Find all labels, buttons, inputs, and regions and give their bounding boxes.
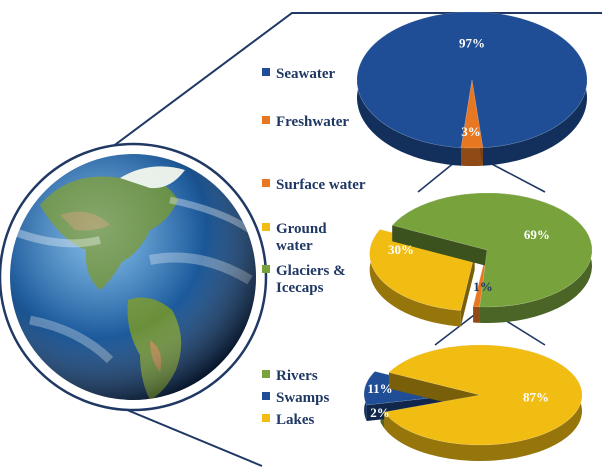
pie-label-ground-water: 30% <box>388 242 414 257</box>
pie-slice-wall-ground-water <box>460 253 475 327</box>
pie-slice-side-ground-water <box>369 229 461 327</box>
pie-slice-side-surface-water <box>473 306 480 323</box>
pie-label-freshwater: 3% <box>461 124 481 139</box>
connector-lines <box>107 12 602 467</box>
legend-swatch <box>262 179 270 187</box>
legend-lakes: Lakes <box>262 412 314 429</box>
pie-slice-side-freshwater <box>461 147 483 166</box>
pie-label-lakes: 87% <box>523 390 549 405</box>
pie-chart-3: 2% 11% 87% <box>363 344 583 461</box>
legend-swatch <box>262 392 270 400</box>
pie-chart-2: 1% 30% 69% <box>369 192 593 327</box>
pie-chart-1: 97% 3% <box>356 11 588 166</box>
pie-label-glaciers-icecaps: 69% <box>524 227 550 242</box>
pie-slice-freshwater <box>460 79 484 149</box>
pie-label-swamps: 11% <box>367 381 392 396</box>
earth-globe-icon <box>0 142 268 412</box>
pie-slice-lakes <box>383 344 583 446</box>
pie-slice-seawater <box>356 11 588 149</box>
legend-seawater: Seawater <box>262 66 335 83</box>
legend-swatch <box>262 116 270 124</box>
legend-swatch <box>262 265 270 273</box>
legend-swamps: Swamps <box>262 390 329 407</box>
legend-rivers: Rivers <box>262 368 318 385</box>
legend-ground-water: Ground water <box>262 221 327 255</box>
pie-label-surface-water: 1% <box>473 279 493 294</box>
legend-surface-water: Surface water <box>262 177 366 194</box>
pie-label-rivers: 2% <box>370 405 390 420</box>
pie-label-seawater: 97% <box>459 36 485 51</box>
pie-slice-wall-glaciers-icecaps <box>392 225 487 266</box>
pie-slice-glaciers-icecaps <box>391 192 593 308</box>
legend-glaciers-icecaps: Glaciers & Icecaps <box>262 263 346 297</box>
legend-swatch <box>262 223 270 231</box>
legend-swatch <box>262 370 270 378</box>
legend-freshwater: Freshwater <box>262 114 349 131</box>
legend-swatch <box>262 68 270 76</box>
legend-swatch <box>262 414 270 422</box>
